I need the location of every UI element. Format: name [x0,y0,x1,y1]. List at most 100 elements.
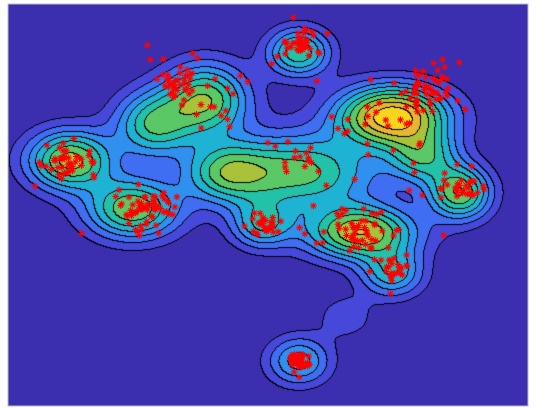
sample-point [467,179,474,186]
sample-point [174,76,182,84]
sample-point [226,123,233,130]
sample-point [37,162,45,170]
sample-point [397,116,404,124]
sample-point [291,350,298,358]
sample-point [159,55,167,63]
sample-point [411,169,418,176]
sample-point [307,144,314,152]
sample-point [48,166,55,173]
sample-point [382,116,390,124]
sample-point [455,59,463,66]
sample-point [441,169,449,177]
sample-point [296,153,304,161]
sample-point [453,188,461,196]
sample-point [137,222,145,230]
sample-point [454,97,462,104]
sample-point [293,360,301,367]
sample-point [211,75,219,83]
sample-point [154,202,162,210]
sample-point [224,116,231,123]
sample-point [295,373,303,381]
sample-point [281,159,289,166]
sample-point [414,78,421,86]
sample-point [193,111,200,118]
sample-point [398,271,406,279]
sample-point [122,211,130,219]
sample-point [283,40,291,47]
sample-point [432,96,440,103]
sample-point [435,79,442,87]
sample-point [387,290,394,298]
sample-point [426,96,434,104]
sample-point [334,125,342,132]
sample-point [54,164,62,171]
sample-point [217,112,225,120]
density-field [8,4,528,406]
sample-point [437,184,444,192]
sample-point [59,139,67,147]
sample-point [258,218,265,226]
sample-point [148,213,156,221]
sample-point [328,113,336,121]
sample-point [456,182,463,189]
sample-point [283,168,290,175]
sample-point [344,127,352,135]
sample-point [185,90,193,98]
sample-point [180,96,188,104]
sample-point [73,153,80,160]
sample-point [464,184,472,192]
sample-point [118,200,126,208]
sample-point [297,355,305,363]
sample-point [244,78,252,86]
sample-point [160,189,168,197]
sample-point [299,46,306,53]
sample-point [439,56,446,63]
sample-point [281,163,289,171]
sample-point [229,90,237,98]
sample-point [298,41,306,48]
sample-point [366,268,374,275]
sample-point [152,206,159,214]
sample-point [301,361,309,368]
sample-point [355,244,362,252]
sample-point [359,237,366,244]
sample-point [70,135,78,142]
sample-point [392,269,400,277]
sample-point [342,225,350,233]
sample-point [128,212,135,219]
sample-point [166,79,173,87]
sample-point [207,103,214,111]
sample-point [310,32,317,39]
sample-point [183,66,191,74]
sample-point [210,103,218,111]
sample-point [160,209,168,216]
sample-point [86,148,94,155]
sample-point [413,71,421,79]
sample-point [421,82,429,89]
sample-point [419,67,427,75]
sample-point [291,154,298,162]
sample-point [134,228,141,236]
sample-point [427,85,435,93]
density-field-container [8,4,528,406]
sample-point [390,79,398,87]
sample-point [360,205,368,213]
sample-point [384,122,392,130]
sample-point [390,255,398,262]
sample-point [299,351,307,359]
sample-point [165,74,173,82]
sample-point [31,182,39,190]
sample-point [320,228,328,236]
sample-point [259,214,267,222]
sample-point [368,209,376,217]
sample-point [413,102,421,110]
sample-point [438,73,446,81]
sample-point [348,220,356,227]
sample-point [349,223,357,231]
sample-point [277,217,285,225]
sample-point [42,162,50,170]
sample-point [77,155,85,163]
sample-point [398,90,405,97]
sample-point [115,186,123,194]
